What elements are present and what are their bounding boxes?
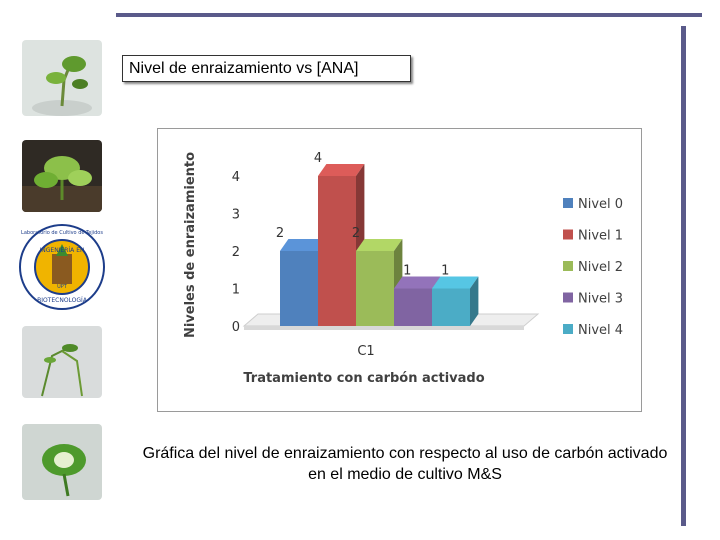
slide-caption: Gráfica del nivel de enraizamiento con r… (142, 445, 668, 483)
slide-title-text: Nivel de enraizamiento vs [ANA] (129, 59, 359, 77)
plant-photo-2 (22, 140, 102, 212)
logo-top-text: Laboratorio de Cultivo de Tejidos (21, 230, 103, 236)
plant-photo-3 (22, 326, 102, 398)
legend-label: Nivel 4 (578, 323, 623, 338)
legend-swatch (563, 229, 573, 240)
bar-data-label: 2 (352, 226, 360, 241)
chart-svg: 0 1 2 3 4 Niveles de enraizamiento 2 4 2 1 1 C1 Trat… (183, 151, 623, 386)
bar-top (356, 239, 403, 251)
bar-front (394, 288, 432, 326)
logo-sub-text: UPT (57, 284, 68, 290)
bar-top (394, 276, 441, 289)
chart-floor-edge (244, 326, 524, 330)
bar-data-label: 1 (403, 264, 411, 279)
bar-front (432, 288, 470, 326)
slide-title: Nivel de enraizamiento vs [ANA] (122, 55, 411, 82)
bar-front (318, 176, 356, 326)
legend-swatch (563, 261, 573, 271)
x-axis-label: Tratamiento con carbón activado (243, 371, 484, 386)
lab-logo: INGENIERÍA EN BIOTECNOLOGÍA Laboratorio … (18, 222, 106, 312)
bar-front (356, 251, 394, 326)
legend-label: Nivel 2 (578, 260, 623, 275)
bar-top (318, 164, 365, 176)
logo-bottom-text: BIOTECNOLOGÍA (37, 297, 88, 304)
y-tick-label: 3 (232, 208, 240, 223)
legend-swatch (563, 198, 573, 208)
right-rule (681, 26, 686, 526)
bar-side (470, 276, 479, 326)
plant-photo-4 (22, 424, 102, 500)
bar-data-label: 2 (276, 226, 284, 241)
chart-frame: 0 1 2 3 4 Niveles de enraizamiento 2 4 2 1 1 C1 Trat… (157, 128, 642, 412)
legend-label: Nivel 1 (578, 229, 623, 244)
bar-front (280, 251, 318, 326)
y-tick-label: 4 (232, 170, 240, 185)
legend-swatch (563, 324, 573, 334)
bar-top (432, 276, 479, 289)
bar-top (280, 239, 327, 251)
y-tick-label: 0 (232, 320, 240, 335)
bar-data-label: 1 (441, 264, 449, 279)
x-category-label: C1 (357, 344, 374, 359)
y-tick-label: 1 (232, 283, 240, 298)
y-tick-label: 2 (232, 245, 240, 260)
y-axis-label: Niveles de enraizamiento (183, 152, 198, 338)
legend-label: Nivel 3 (578, 292, 623, 307)
bar-data-label: 4 (314, 151, 322, 166)
legend-swatch (563, 292, 573, 303)
logo-center-text: INGENIERÍA EN (40, 247, 85, 254)
top-rule (116, 13, 702, 17)
plant-photo-1 (22, 40, 102, 116)
legend-label: Nivel 0 (578, 197, 623, 212)
